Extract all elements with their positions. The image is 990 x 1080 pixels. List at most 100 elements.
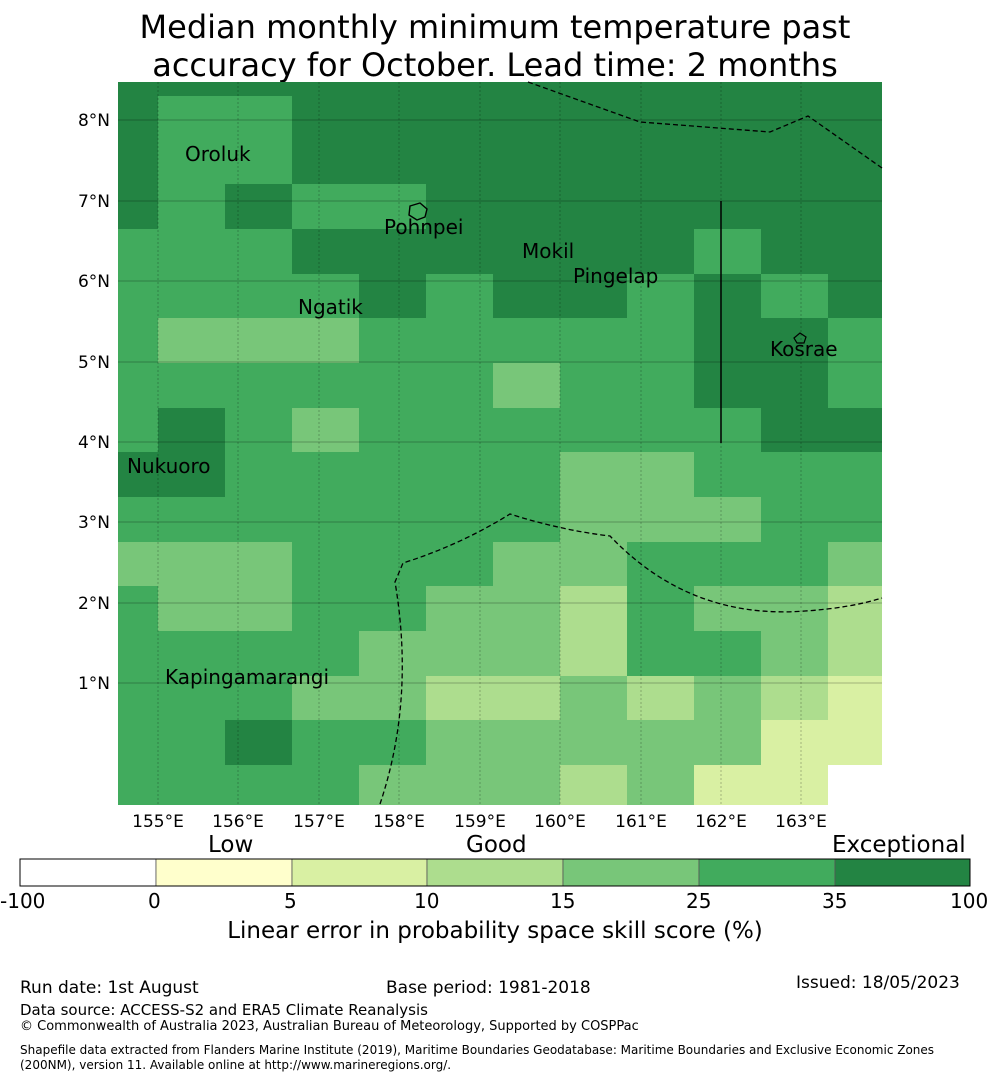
colorbar-segment	[291, 858, 428, 887]
skill-cell	[118, 318, 158, 363]
skill-cell	[560, 631, 627, 676]
skill-cell	[761, 497, 828, 542]
legend-tick-100: 100	[950, 889, 989, 913]
place-label-mokil: Mokil	[522, 239, 574, 263]
skill-cell	[158, 184, 225, 229]
skill-cell	[694, 96, 761, 184]
skill-cell	[493, 542, 560, 586]
skill-cell	[359, 408, 426, 452]
skill-cell	[292, 676, 359, 720]
skill-cell	[694, 586, 761, 631]
skill-cell	[493, 631, 560, 676]
place-label-kosrae: Kosrae	[770, 337, 838, 361]
skill-cell	[158, 497, 225, 542]
skill-cell	[359, 720, 426, 765]
skill-cell	[560, 318, 627, 363]
skill-cell	[359, 542, 426, 586]
skill-cell	[359, 631, 426, 676]
skill-cell	[627, 676, 694, 720]
skill-cell	[493, 452, 560, 497]
skill-cell	[118, 586, 158, 631]
skill-cell	[225, 676, 292, 720]
skill-cell	[493, 363, 560, 408]
skill-cell	[493, 274, 560, 318]
skill-cell	[627, 452, 694, 497]
skill-cell	[359, 676, 426, 720]
skill-cell	[292, 720, 359, 765]
skill-cell	[828, 542, 882, 586]
colorbar-frame	[19, 858, 971, 887]
skill-cell	[828, 96, 882, 184]
shapefile-credit-line2: (200NM), version 11. Available online at…	[20, 1058, 452, 1072]
copyright: © Commonwealth of Australia 2023, Austra…	[20, 1019, 639, 1034]
eez-boundary-south	[379, 513, 883, 805]
skill-cell	[627, 274, 694, 318]
skill-cell	[560, 408, 627, 452]
skill-grid	[118, 82, 882, 805]
skill-cell	[761, 274, 828, 318]
skill-cell	[694, 497, 761, 542]
skill-cell	[761, 229, 828, 274]
skill-cell	[158, 274, 225, 318]
legend-category-exceptional: Exceptional	[832, 832, 966, 858]
skill-cell	[158, 542, 225, 586]
skill-cell	[359, 184, 426, 229]
skill-cell	[426, 229, 493, 274]
skill-cell	[627, 765, 694, 805]
skill-cell	[560, 452, 627, 497]
lon-tick-163: 163°E	[775, 812, 827, 832]
skill-cell	[118, 542, 158, 586]
skill-cell	[627, 720, 694, 765]
lat-tick-4: 4°N	[78, 433, 110, 453]
skill-cell	[118, 96, 158, 184]
skill-cell	[158, 720, 225, 765]
skill-cell	[761, 586, 828, 631]
longitude-tick-labels: 155°E 156°E 157°E 158°E 159°E 160°E 161°…	[132, 812, 827, 832]
skill-cell	[761, 452, 828, 497]
skill-cell	[426, 631, 493, 676]
skill-cell	[761, 765, 828, 805]
skill-cell	[761, 184, 828, 229]
skill-cell	[158, 82, 225, 96]
skill-cell	[493, 96, 560, 184]
legend-tick-10: 10	[414, 889, 440, 913]
graticule	[118, 82, 882, 805]
skill-cell	[118, 363, 158, 408]
skill-cell	[292, 318, 359, 363]
skill-cell	[828, 676, 882, 720]
skill-cell	[225, 586, 292, 631]
skill-cell	[118, 631, 158, 676]
map-title-line2: accuracy for October. Lead time: 2 month…	[152, 46, 838, 84]
skill-cell	[627, 318, 694, 363]
skill-cell	[225, 542, 292, 586]
legend-tick-minus100: -100	[0, 889, 46, 913]
skill-cell	[560, 765, 627, 805]
skill-cell	[359, 497, 426, 542]
island-outlines	[408, 202, 807, 344]
skill-cell	[828, 452, 882, 497]
skill-cell	[225, 82, 292, 96]
skill-cell	[225, 229, 292, 274]
skill-cell	[761, 720, 828, 765]
skill-cell	[158, 676, 225, 720]
map-title-line1: Median monthly minimum temperature past	[139, 8, 851, 46]
lon-tick-162: 162°E	[695, 812, 747, 832]
skill-cell	[426, 82, 493, 96]
lon-tick-158: 158°E	[373, 812, 425, 832]
skill-cell	[493, 229, 560, 274]
skill-cell	[292, 631, 359, 676]
skill-cell	[158, 586, 225, 631]
lat-tick-1: 1°N	[78, 674, 110, 694]
skill-cell	[560, 82, 627, 96]
legend-tick-25: 25	[686, 889, 712, 913]
legend-tick-0: 0	[148, 889, 161, 913]
skill-cell	[225, 184, 292, 229]
skill-cell	[694, 720, 761, 765]
skill-cell	[627, 184, 694, 229]
skill-cell	[493, 408, 560, 452]
skill-cell	[359, 452, 426, 497]
skill-cell	[292, 542, 359, 586]
colorbar	[19, 858, 971, 887]
lat-tick-6: 6°N	[78, 272, 110, 292]
skill-cell	[158, 96, 225, 184]
